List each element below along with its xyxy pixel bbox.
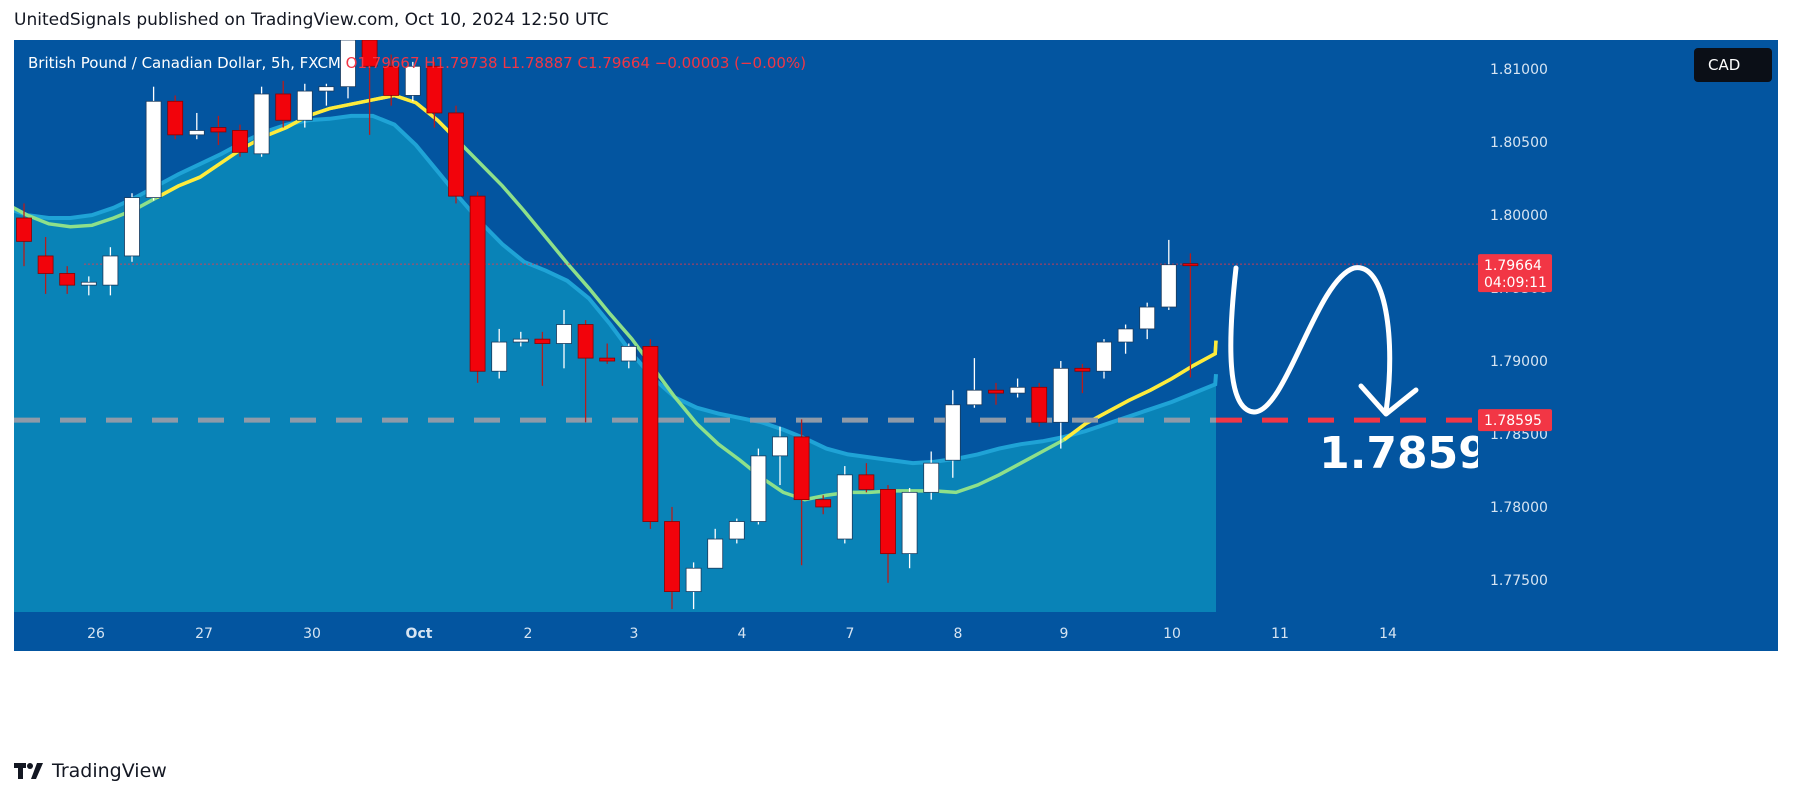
x-tick-label-0: 26 [87,626,105,642]
arrow-head-icon [1358,383,1419,417]
candle-body-16 [361,40,378,67]
hand-drawn-arrow [1228,265,1393,415]
y-tick-label-1: 1.80500 [1490,135,1548,151]
candle-body-24 [534,338,551,344]
symbol-legend: British Pound / Canadian Dollar, 5h, FXC… [28,54,806,72]
candle-body-9 [210,127,227,133]
candle-body-7 [167,100,184,136]
candle-body-20 [448,112,464,197]
candle-body-19 [426,65,443,114]
candle-body-47 [1031,386,1048,423]
y-tick-label-0: 1.81000 [1490,62,1548,78]
candle-body-6 [145,100,162,198]
candle-body-5 [124,197,140,257]
candle-body-30 [664,521,680,592]
y-tick-label-6: 1.78000 [1490,500,1548,516]
candle-body-15 [340,40,356,88]
level-label: 1.78595 [1484,413,1542,429]
candle-body-10 [232,130,248,153]
x-tick-label-11: 11 [1271,626,1289,642]
footer-brand: TradingView [52,760,167,782]
candle-body-37 [815,499,832,508]
y-tick-label-2: 1.80000 [1490,208,1548,224]
candle-body-38 [836,474,853,540]
symbol-name: British Pound / Canadian Dollar, 5h, FXC… [28,54,341,72]
candle-body-13 [296,90,313,121]
candle-body-4 [102,255,119,286]
candle-body-21 [469,195,486,372]
candle-body-45 [988,389,1004,394]
x-tick-label-3: Oct [406,626,433,642]
candle-body-50 [1096,341,1112,372]
x-tick-label-12: 14 [1379,626,1397,642]
chart-svg[interactable]: 1.78591.810001.805001.800001.795001.7900… [14,40,1778,652]
x-tick-label-6: 4 [738,626,747,642]
candle-body-44 [966,389,983,406]
candle-body-43 [944,404,961,461]
level-label-box [1478,409,1552,432]
candle-body-0 [16,217,32,242]
tradingview-logo-icon [14,763,43,779]
candle-body-36 [793,436,810,501]
candle-body-26 [577,324,594,359]
annotation-price: 1.7859 [1319,428,1489,479]
x-tick-label-4: 2 [524,626,533,642]
publish-header: UnitedSignals published on TradingView.c… [14,10,609,30]
x-tick-label-10: 10 [1163,626,1181,642]
y-axis-panel [1478,40,1778,651]
x-tick-label-1: 27 [195,626,213,642]
x-tick-label-7: 7 [846,626,855,642]
currency-button[interactable]: CAD [1694,48,1772,82]
candle-body-42 [923,462,940,493]
x-tick-label-9: 9 [1060,626,1069,642]
candle-body-31 [685,567,702,592]
candle-body-41 [901,491,918,555]
ema-band-top-line [14,113,1218,466]
candle-body-46 [1009,386,1026,394]
candle-body-39 [858,474,875,490]
candle-body-34 [750,455,767,522]
candle-body-1 [37,255,54,274]
ohlc-values: O1.79667 H1.79738 L1.78887 C1.79664 −0.0… [345,54,807,72]
candle-body-28 [620,346,637,362]
candle-body-32 [707,538,724,569]
candle-body-49 [1074,367,1091,372]
candle-body-51 [1117,328,1134,343]
candle-body-29 [642,346,659,522]
ema-band-area [14,115,1216,612]
candle-body-17 [383,65,400,96]
x-tick-label-8: 8 [954,626,963,642]
candle-body-8 [188,130,205,136]
countdown-label: 04:09:11 [1484,275,1547,291]
candle-body-11 [253,93,270,155]
candle-body-27 [599,357,616,362]
candle-body-33 [728,521,745,540]
chart-area[interactable]: 1.78591.810001.805001.800001.795001.7900… [14,40,1778,745]
last-price-label-box [1478,254,1552,293]
candle-body-35 [772,436,788,457]
candle-body-25 [556,324,572,344]
tradingview-footer: TradingView [14,760,167,782]
candle-body-2 [59,273,76,286]
y-tick-label-4: 1.79000 [1490,354,1548,370]
candle-body-52 [1139,306,1156,330]
candle-body-3 [80,281,97,286]
candle-body-22 [491,341,508,372]
candle-body-48 [1052,367,1069,423]
candle-body-40 [880,489,896,555]
y-tick-label-7: 1.77500 [1490,573,1548,589]
x-axis-panel [14,612,1778,650]
candle-body-54 [1182,263,1199,267]
x-tick-label-2: 30 [303,626,321,642]
candle-body-14 [318,86,335,92]
x-tick-label-5: 3 [630,626,639,642]
candle-body-18 [404,65,421,96]
candle-body-23 [512,338,529,343]
last-price-label: 1.79664 [1484,258,1542,274]
candle-body-53 [1160,264,1177,308]
candle-body-12 [275,93,292,121]
